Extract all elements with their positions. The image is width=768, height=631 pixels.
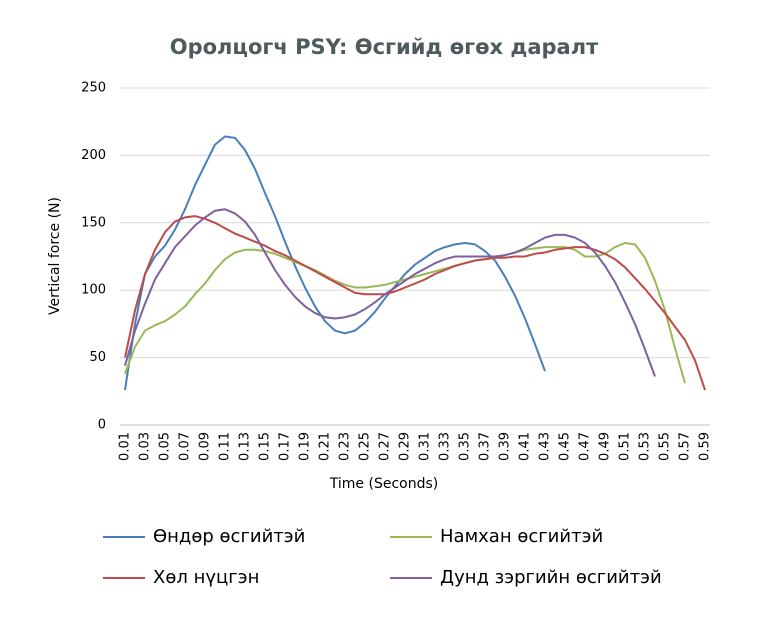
x-tick-label: 0.23: [338, 432, 353, 461]
x-tick-label: 0.47: [578, 432, 593, 461]
x-tick-label: 0.17: [278, 432, 293, 461]
y-tick-label: 0: [98, 418, 106, 433]
x-tick-label: 0.31: [418, 432, 433, 461]
x-tick-label: 0.51: [618, 432, 633, 461]
series-line: [124, 208, 656, 377]
y-tick-label: 150: [81, 215, 106, 230]
x-tick-label: 0.57: [678, 432, 693, 461]
x-tick-label: 0.19: [298, 432, 313, 461]
y-tick-label: 50: [89, 350, 106, 365]
x-tick-label: 0.21: [318, 432, 333, 461]
legend-label: Өндөр өсгийтэй: [153, 526, 305, 547]
x-tick-label: 0.41: [518, 432, 533, 461]
x-tick-label: 0.53: [638, 432, 653, 461]
legend-label: Дунд зэргийн өсгийтэй: [440, 567, 662, 588]
x-tick-label: 0.09: [198, 432, 213, 461]
x-tick-label: 0.27: [378, 432, 393, 461]
x-tick-label: 0.37: [478, 432, 493, 461]
chart-title: Оролцогч PSY: Өсгийд өгөх даралт: [170, 35, 599, 59]
x-tick-label: 0.25: [358, 432, 373, 461]
series-line: [124, 242, 686, 384]
series-line: [124, 215, 706, 391]
x-tick-label: 0.35: [458, 432, 473, 461]
x-tick-label: 0.59: [698, 432, 713, 461]
x-tick-label: 0.45: [558, 432, 573, 461]
legend-label: Хөл нүцгэн: [153, 567, 259, 588]
x-tick-label: 0.03: [138, 432, 153, 461]
x-tick-label: 0.49: [598, 432, 613, 461]
x-tick-label: 0.11: [218, 432, 233, 461]
x-tick-label: 0.39: [498, 432, 513, 461]
y-tick-label: 100: [81, 283, 106, 298]
x-tick-label: 0.55: [658, 432, 673, 461]
x-tick-label: 0.29: [398, 432, 413, 461]
x-tick-label: 0.33: [438, 432, 453, 461]
y-tick-label: 200: [81, 148, 106, 163]
x-tick-label: 0.15: [258, 432, 273, 461]
y-tick-label: 250: [81, 81, 106, 96]
x-axis-label: Time (Seconds): [329, 476, 438, 492]
y-axis-label: Vertical force (N): [47, 197, 63, 315]
x-tick-label: 0.07: [178, 432, 193, 461]
x-tick-label: 0.43: [538, 432, 553, 461]
legend-label: Намхан өсгийтэй: [440, 526, 603, 547]
x-tick-label: 0.01: [118, 432, 133, 461]
x-tick-label: 0.05: [158, 432, 173, 461]
x-tick-label: 0.13: [238, 432, 253, 461]
series-line: [124, 135, 546, 391]
